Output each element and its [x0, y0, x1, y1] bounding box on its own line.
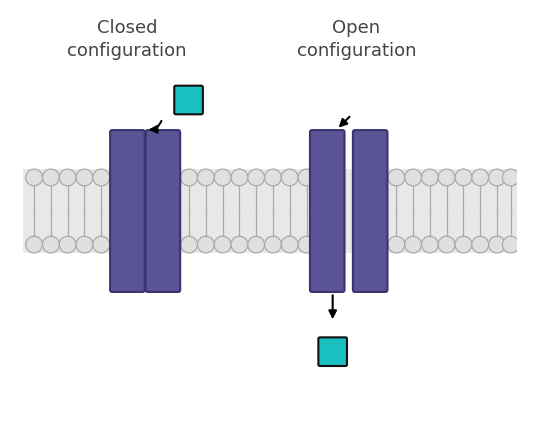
Circle shape	[231, 169, 248, 186]
FancyBboxPatch shape	[310, 130, 345, 292]
Circle shape	[26, 236, 43, 253]
FancyBboxPatch shape	[319, 337, 347, 366]
Circle shape	[502, 236, 519, 253]
Circle shape	[26, 169, 43, 186]
FancyBboxPatch shape	[353, 130, 387, 292]
Circle shape	[76, 236, 93, 253]
Circle shape	[93, 169, 110, 186]
Circle shape	[438, 236, 455, 253]
Circle shape	[59, 236, 76, 253]
Circle shape	[181, 169, 198, 186]
FancyBboxPatch shape	[146, 130, 180, 292]
Circle shape	[455, 169, 472, 186]
Circle shape	[388, 169, 404, 186]
Text: Open
configuration: Open configuration	[296, 19, 416, 60]
Circle shape	[181, 236, 198, 253]
Circle shape	[472, 169, 489, 186]
Circle shape	[489, 169, 505, 186]
Circle shape	[472, 236, 489, 253]
FancyBboxPatch shape	[174, 86, 203, 114]
Circle shape	[248, 169, 265, 186]
Text: Closed
configuration: Closed configuration	[67, 19, 187, 60]
Circle shape	[214, 169, 231, 186]
Circle shape	[76, 169, 93, 186]
Circle shape	[265, 169, 281, 186]
Circle shape	[93, 236, 110, 253]
Circle shape	[198, 169, 214, 186]
Circle shape	[422, 236, 438, 253]
Circle shape	[214, 236, 231, 253]
Circle shape	[438, 169, 455, 186]
Circle shape	[281, 236, 298, 253]
Circle shape	[43, 236, 59, 253]
Circle shape	[422, 169, 438, 186]
Circle shape	[455, 236, 472, 253]
Circle shape	[298, 236, 315, 253]
Circle shape	[248, 236, 265, 253]
Bar	[23, 169, 517, 253]
Circle shape	[502, 169, 519, 186]
FancyBboxPatch shape	[110, 130, 145, 292]
Circle shape	[59, 169, 76, 186]
Circle shape	[489, 236, 505, 253]
Circle shape	[404, 236, 422, 253]
Circle shape	[43, 169, 59, 186]
Circle shape	[281, 169, 298, 186]
Circle shape	[298, 169, 315, 186]
Circle shape	[388, 236, 404, 253]
Circle shape	[231, 236, 248, 253]
Circle shape	[404, 169, 422, 186]
Circle shape	[265, 236, 281, 253]
Circle shape	[198, 236, 214, 253]
